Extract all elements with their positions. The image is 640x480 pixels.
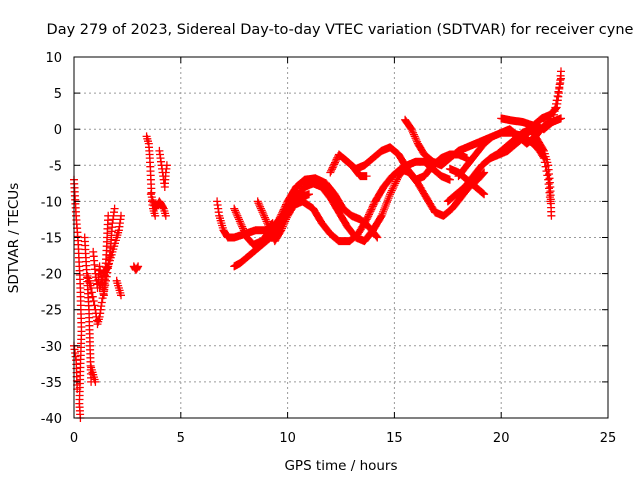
x-tick-label: 5	[177, 431, 185, 446]
x-axis-label: GPS time / hours	[284, 458, 397, 474]
y-tick-label: -20	[41, 268, 62, 283]
grid	[74, 57, 608, 418]
y-tick-label: -40	[41, 412, 62, 427]
y-tick-label: -15	[41, 232, 62, 247]
chart-title: Day 279 of 2023, Sidereal Day-to-day VTE…	[47, 22, 634, 38]
x-tick-label: 25	[600, 431, 617, 446]
x-tick-label: 0	[70, 431, 78, 446]
data-points	[70, 67, 565, 422]
axes-ticks: 0 5 10 15 20 25 -40 -35 -30 -25 -20 -15 -10 -5 0 5 10	[41, 51, 617, 446]
y-tick-label: -25	[41, 304, 62, 319]
y-tick-label: 0	[54, 123, 62, 138]
plus-markers	[70, 67, 565, 422]
y-tick-label: 10	[45, 51, 62, 66]
y-tick-label: -5	[49, 159, 62, 174]
y-axis-label: SDTVAR / TECUs	[6, 183, 22, 293]
x-tick-label: 20	[493, 431, 510, 446]
x-tick-label: 15	[386, 431, 403, 446]
y-tick-label: -35	[41, 376, 62, 391]
y-tick-label: -30	[41, 340, 62, 355]
y-tick-label: 5	[54, 87, 62, 102]
x-tick-label: 10	[279, 431, 296, 446]
y-tick-label: -10	[41, 195, 62, 210]
